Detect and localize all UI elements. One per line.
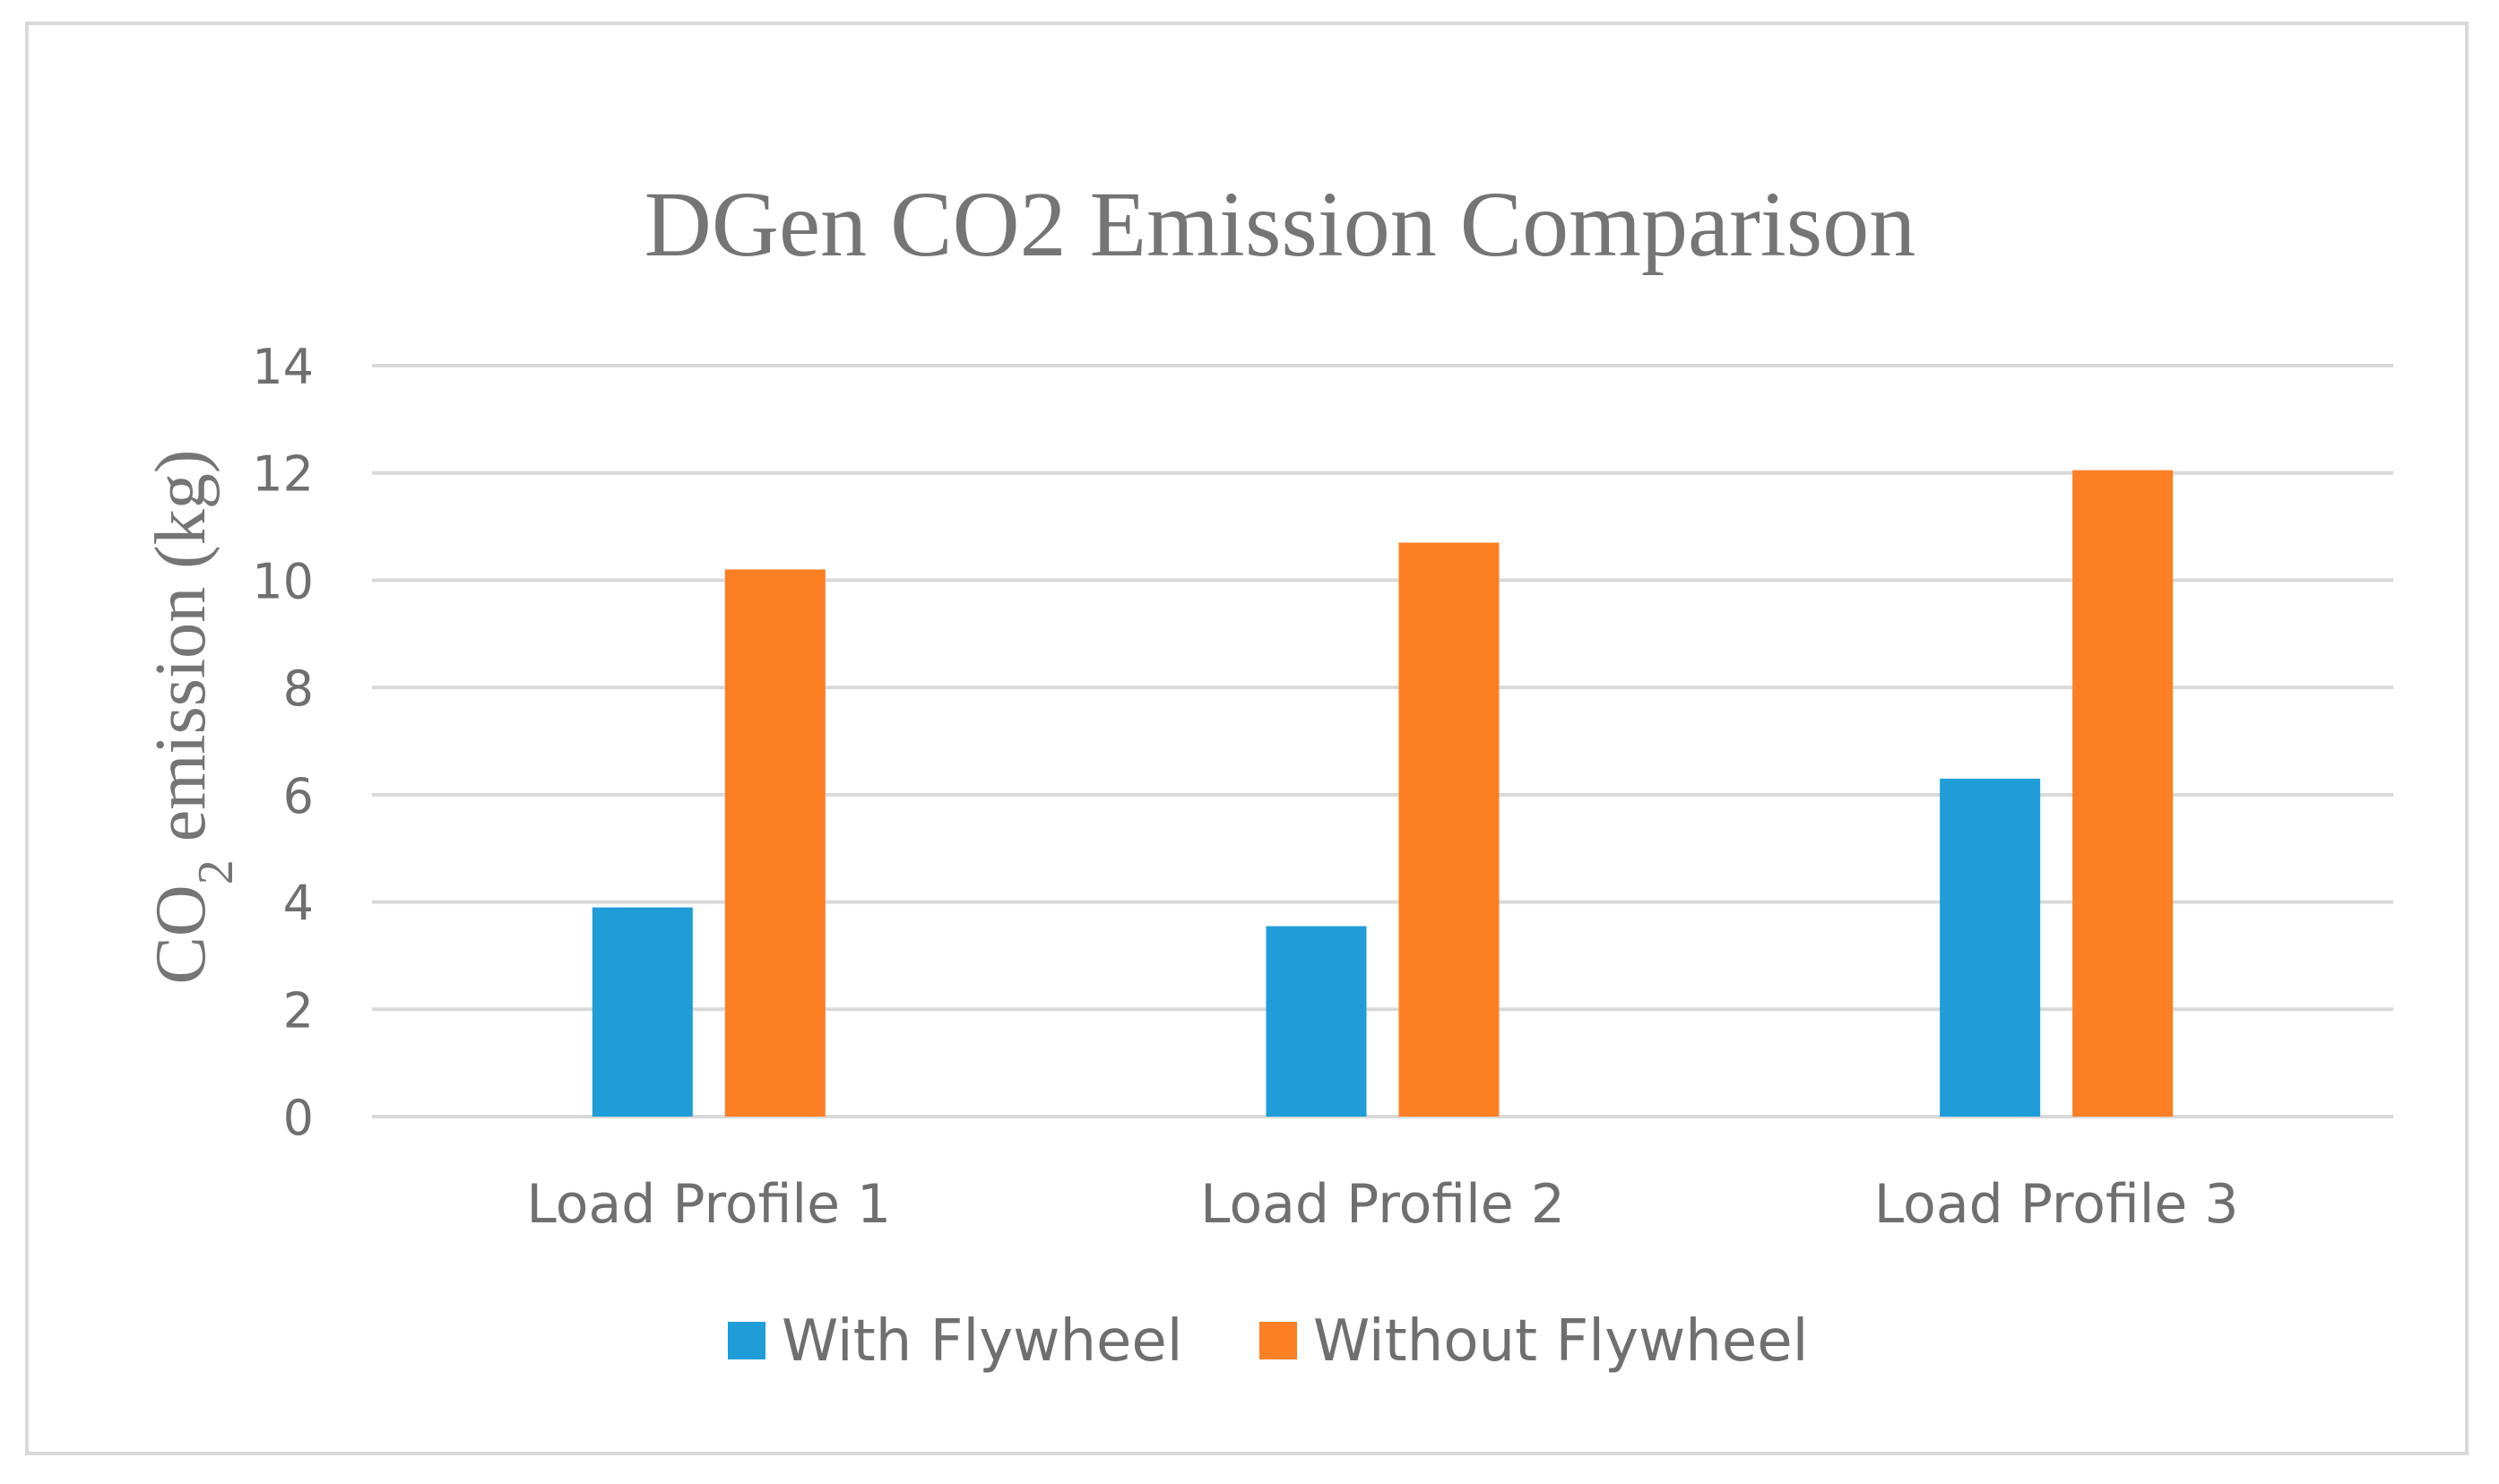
- x-category-label-2: Load Profile 2: [1200, 1173, 1565, 1236]
- chart-title: DGen CO2 Emission Comparison: [644, 173, 1915, 276]
- y-tick-label-2: 2: [283, 982, 314, 1039]
- legend-swatch-without-flywheel: [1259, 1322, 1297, 1359]
- x-category-label-1: Load Profile 1: [526, 1173, 891, 1236]
- legend-label-with-flywheel: With Flywheel: [782, 1308, 1183, 1375]
- legend-label-without-flywheel: Without Flywheel: [1313, 1308, 1808, 1375]
- y-tick-label-12: 12: [252, 446, 314, 503]
- bar-with-flywheel-1: [592, 907, 693, 1117]
- bar-with-flywheel-3: [1940, 778, 2041, 1117]
- y-tick-label-10: 10: [252, 553, 314, 609]
- y-tick-label-4: 4: [283, 876, 314, 932]
- x-category-labels: Load Profile 1 Load Profile 2 Load Profile…: [526, 1173, 2238, 1236]
- bar-with-flywheel-2: [1266, 926, 1367, 1117]
- y-tick-label-14: 14: [252, 339, 314, 395]
- y-tick-label-8: 8: [283, 660, 314, 717]
- gridlines: [372, 364, 2393, 1118]
- bars: [592, 470, 2174, 1117]
- bar-without-flywheel-2: [1398, 542, 1500, 1117]
- y-tick-label-0: 0: [283, 1090, 314, 1146]
- y-axis-label: CO2 emission (kg): [142, 450, 244, 985]
- bar-without-flywheel-3: [2072, 470, 2174, 1117]
- legend-swatch-with-flywheel: [728, 1322, 765, 1359]
- x-category-label-3: Load Profile 3: [1874, 1173, 2239, 1236]
- chart-frame: [25, 22, 2469, 1455]
- y-axis-label-subscript: 2: [188, 859, 244, 884]
- y-axis-label-rest: emission (kg): [142, 450, 220, 860]
- bar-without-flywheel-1: [724, 569, 826, 1117]
- y-tick-labels: 0 2 4 6 8 10 12 14: [252, 339, 314, 1146]
- y-tick-label-6: 6: [283, 768, 314, 824]
- legend: With Flywheel Without Flywheel: [728, 1308, 1808, 1375]
- y-axis-label-main: CO: [142, 884, 220, 984]
